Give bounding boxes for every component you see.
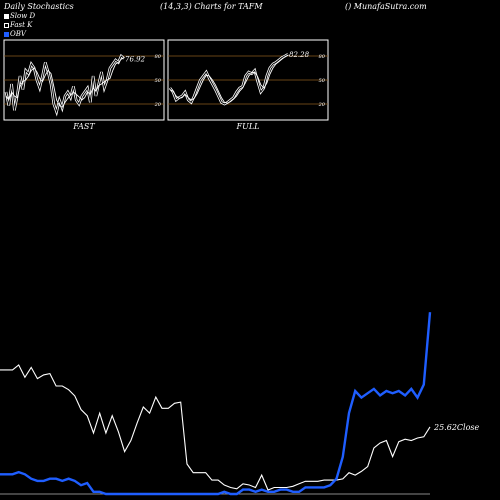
obv-swatch [4,32,9,37]
obv-line [0,312,432,496]
y-tick-label: 80 [155,54,162,60]
legend-label: OBV [10,30,26,38]
legend-item-slow-d: Slow D [4,12,35,20]
chart-title-right: () MunafaSutra.com [345,2,427,11]
close-price-line [0,364,431,491]
slow-d-line [169,54,289,104]
y-tick-label: 50 [319,78,326,84]
y-tick-label: 50 [155,78,162,84]
fast-k-line [169,53,289,105]
legend-label: Fast K [10,21,33,29]
y-tick-label: 20 [318,102,326,108]
last-value-label: 82.28 [289,51,310,59]
x-axis-label: FAST [72,122,95,131]
fast-k-line [5,55,125,114]
last-value-label: 76.92 [125,55,146,63]
chart-title-center: (14,3,3) Charts for TAFM [160,2,263,11]
chart-title-left: Daily Stochastics [4,2,74,11]
x-axis-label: FULL [236,122,260,131]
legend-item-fast-k: Fast K [4,21,32,29]
fast-k-swatch [4,23,9,28]
slow-d-line [5,57,125,108]
close-value-label: 25.62Close [433,423,480,432]
legend-item-obv: OBV [4,30,26,38]
y-tick-label: 80 [319,54,326,60]
y-tick-label: 20 [154,102,162,108]
slow-d-swatch [4,14,9,19]
legend-label: Slow D [10,12,36,20]
